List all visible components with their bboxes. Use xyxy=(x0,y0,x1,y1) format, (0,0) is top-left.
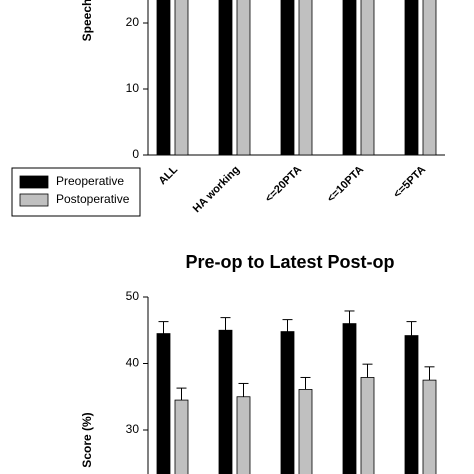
y-tick-label: 30 xyxy=(126,422,140,436)
bar xyxy=(156,0,171,156)
y-axis-label: Speech xyxy=(80,0,94,41)
y-tick-label: 10 xyxy=(126,81,140,95)
bar xyxy=(422,379,437,474)
bar xyxy=(404,0,419,156)
bar xyxy=(422,0,437,156)
y-tick-label: 20 xyxy=(126,15,140,29)
legend-swatch xyxy=(19,193,49,207)
bar xyxy=(280,0,295,156)
x-tick-label: ALL xyxy=(157,163,181,187)
bar xyxy=(280,331,295,474)
y-tick-label: 40 xyxy=(126,356,140,370)
bar xyxy=(342,0,357,156)
y-axis-label: Score (%) xyxy=(80,412,94,467)
bar xyxy=(174,399,189,474)
legend-swatch xyxy=(19,175,49,189)
y-tick-label: 50 xyxy=(126,289,140,303)
legend-label: Preoperative xyxy=(56,174,124,188)
x-tick-label: <=5PTA xyxy=(391,164,428,201)
x-tick-label: <=20PTA xyxy=(263,164,304,205)
bar xyxy=(360,0,375,156)
bar xyxy=(156,333,171,474)
x-tick-label: <=10PTA xyxy=(325,164,366,205)
bar xyxy=(236,396,251,474)
bar xyxy=(298,389,313,474)
bar xyxy=(174,0,189,156)
x-tick-label: HA working xyxy=(191,164,242,215)
bar xyxy=(360,377,375,474)
legend-label: Postoperative xyxy=(56,192,130,206)
bar xyxy=(236,0,251,156)
chart-title: Pre-op to Latest Post-op xyxy=(185,252,394,272)
bar xyxy=(218,329,233,474)
y-tick-label: 0 xyxy=(132,147,139,161)
bar xyxy=(298,0,313,156)
bar xyxy=(404,335,419,474)
bar xyxy=(218,0,233,156)
bar xyxy=(342,323,357,474)
